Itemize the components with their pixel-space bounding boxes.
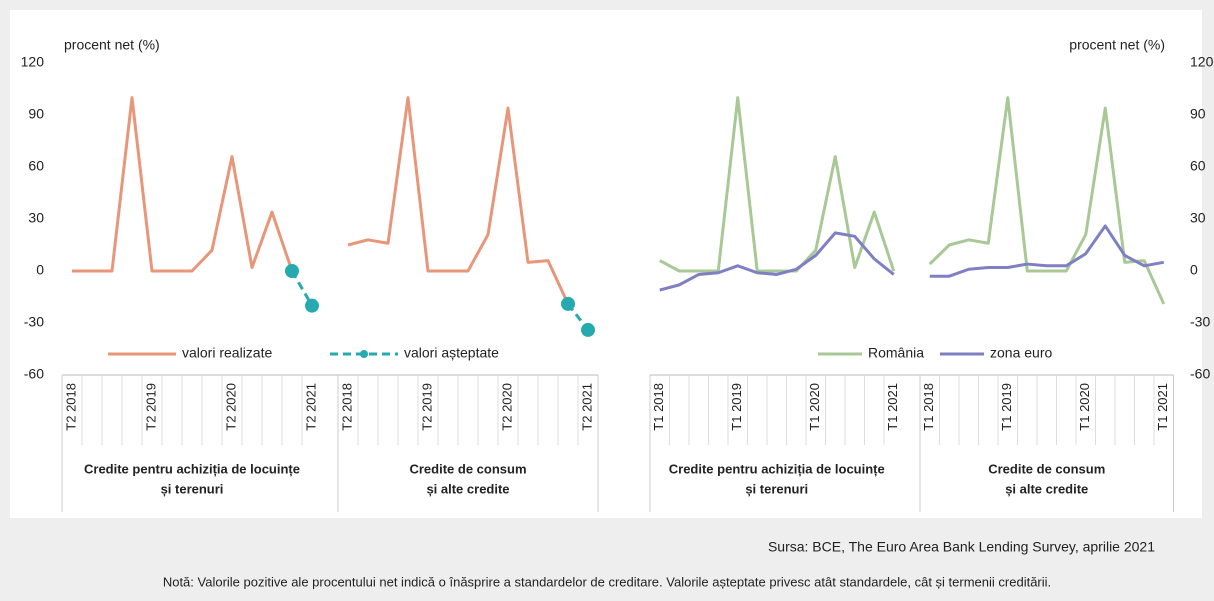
y-tick-label: 90 — [28, 106, 44, 122]
series-line — [659, 231, 895, 292]
group-label: Credite de consum — [988, 461, 1105, 476]
y-tick-label: 60 — [1190, 158, 1206, 174]
legend-label: România — [868, 345, 924, 361]
x-tick-label: T1 2018 — [921, 383, 936, 431]
series-line — [929, 224, 1165, 278]
legend-label: valori așteptate — [404, 345, 499, 361]
y-tick-label: 90 — [1190, 106, 1206, 122]
x-tick-label: T2 2018 — [339, 383, 354, 431]
x-tick-label: T1 2018 — [651, 383, 666, 431]
y-axis-label: procent net (%) — [1069, 37, 1165, 53]
series-marker — [305, 298, 319, 313]
y-tick-label: -30 — [24, 314, 44, 330]
y-tick-label: -60 — [24, 366, 44, 382]
legend-marker — [360, 350, 368, 358]
x-tick-label: T1 2019 — [729, 383, 744, 431]
x-tick-label: T1 2020 — [1077, 383, 1092, 431]
x-tick-label: T1 2020 — [807, 383, 822, 431]
note: Notă: Valorile pozitive ale procentului … — [163, 574, 1051, 589]
y-tick-label: 30 — [1190, 210, 1206, 226]
x-tick-label: T2 2021 — [579, 383, 594, 431]
series-line — [347, 96, 570, 305]
y-tick-label: 0 — [1190, 262, 1198, 278]
x-tick-label: T1 2019 — [999, 383, 1014, 431]
y-tick-label: -30 — [1190, 314, 1210, 330]
series-marker — [285, 264, 299, 278]
x-tick-label: T2 2018 — [63, 383, 78, 431]
series-line — [928, 96, 1166, 305]
group-label: și terenuri — [745, 481, 808, 496]
y-tick-label: 120 — [21, 54, 45, 70]
plot-background — [10, 10, 1202, 518]
group-label: și terenuri — [161, 481, 224, 496]
legend-label: valori realizate — [182, 345, 272, 361]
y-tick-label: 30 — [28, 210, 44, 226]
group-label: și alte credite — [426, 481, 509, 496]
series-line — [659, 96, 896, 273]
group-label: Credite pentru achiziția de locuințe — [84, 461, 300, 476]
x-tick-label: T2 2020 — [223, 383, 238, 431]
group-label: Credite de consum — [409, 461, 526, 476]
x-tick-label: T1 2021 — [885, 383, 900, 431]
series-marker — [561, 296, 575, 311]
group-label: și alte credite — [1005, 481, 1088, 496]
series-line — [72, 96, 294, 273]
x-tick-label: T1 2021 — [1155, 383, 1170, 431]
series-marker — [581, 322, 595, 337]
y-tick-label: 0 — [36, 262, 44, 278]
y-tick-label: 120 — [1190, 54, 1214, 70]
x-tick-label: T2 2019 — [143, 383, 158, 431]
y-tick-label: -60 — [1190, 366, 1210, 382]
y-tick-label: 60 — [28, 158, 44, 174]
group-label: Credite pentru achiziția de locuințe — [669, 461, 885, 476]
x-tick-label: T2 2019 — [419, 383, 434, 431]
legend-label: zona euro — [990, 345, 1052, 361]
x-tick-label: T2 2020 — [499, 383, 514, 431]
y-axis-label: procent net (%) — [64, 37, 160, 53]
x-tick-label: T2 2021 — [303, 383, 318, 431]
source: Sursa: BCE, The Euro Area Bank Lending S… — [768, 539, 1155, 555]
